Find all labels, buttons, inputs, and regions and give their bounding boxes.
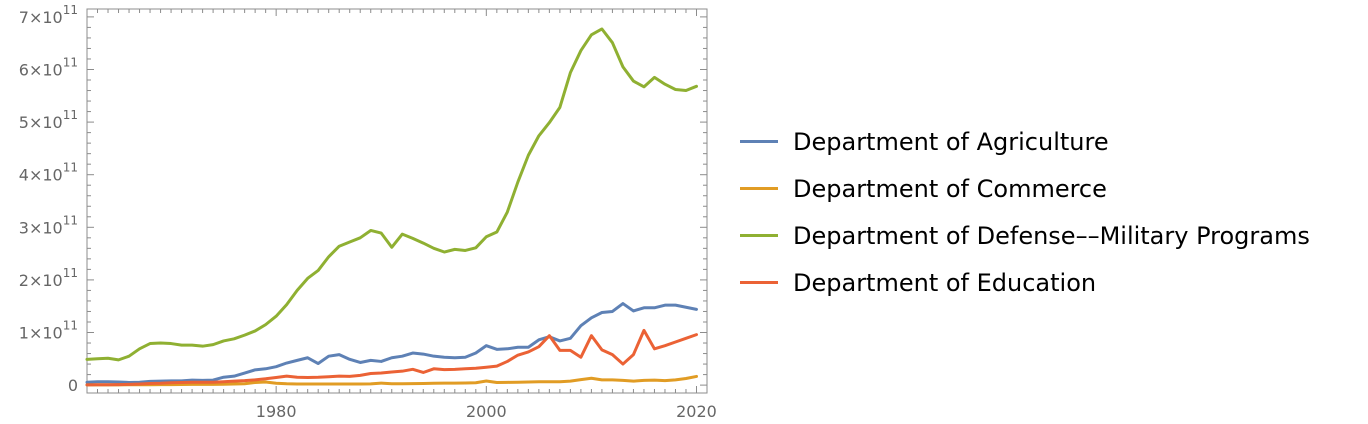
legend-label: Department of Defense––Military Programs <box>793 221 1310 250</box>
legend-item: Department of Defense––Military Programs <box>740 212 1310 259</box>
legend-swatch <box>740 140 778 143</box>
line-chart: 0 1×1011 2×1011 3×1011 4×1011 5×1011 6×1011 7×1… <box>19 3 717 421</box>
y-tick-label: 6×1011 <box>19 55 78 79</box>
legend-label: Department of Commerce <box>793 174 1107 203</box>
y-tick-label: 5×1011 <box>19 108 78 132</box>
x-tick-labels: 1980 2000 2020 <box>256 402 717 421</box>
legend-item: Department of Commerce <box>740 165 1310 212</box>
legend-label: Department of Agriculture <box>793 127 1109 156</box>
legend-swatch <box>740 234 778 237</box>
x-tick-label: 1980 <box>256 402 297 421</box>
legend-swatch <box>740 187 778 190</box>
x-tick-label: 2000 <box>466 402 507 421</box>
y-tick-label: 1×1011 <box>19 319 78 343</box>
series-line-2 <box>85 374 698 387</box>
plot-frame <box>86 8 708 394</box>
series-line-3 <box>85 27 698 362</box>
y-tick-labels: 0 1×1011 2×1011 3×1011 4×1011 5×1011 6×1011 7×1… <box>19 3 78 395</box>
x-tick-label: 2020 <box>676 402 717 421</box>
series-lines <box>85 27 698 387</box>
legend: Department of Agriculture Department of C… <box>740 118 1310 306</box>
y-tick-label: 3×1011 <box>19 213 78 237</box>
series-line-4 <box>85 328 698 387</box>
legend-swatch <box>740 281 778 284</box>
y-tick-label: 4×1011 <box>19 161 78 185</box>
y-tick-label: 2×1011 <box>19 266 78 290</box>
axis-ticks <box>86 9 708 393</box>
y-tick-label: 7×1011 <box>19 3 78 27</box>
series-line-1 <box>85 302 698 384</box>
legend-item: Department of Agriculture <box>740 118 1310 165</box>
legend-item: Department of Education <box>740 259 1310 306</box>
legend-label: Department of Education <box>793 268 1097 297</box>
y-tick-label: 0 <box>68 376 78 395</box>
